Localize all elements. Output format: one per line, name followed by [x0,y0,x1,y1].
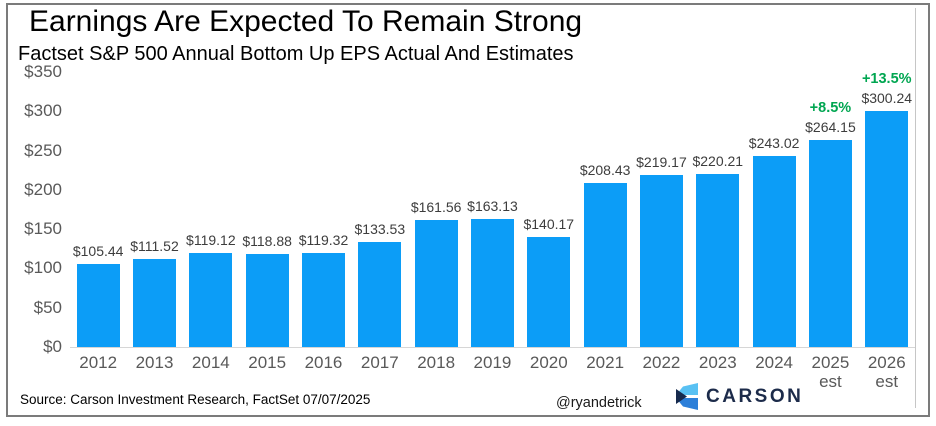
bar-value-label: $300.24 [861,90,913,107]
plot-area: $105.44 $111.52 $119.12 $118.88 $119.32 $133.… [70,71,915,348]
bar-value-label: $163.13 [467,197,518,214]
x-axis-label: 2018 [417,353,456,372]
x-axis-label: 2015 [248,353,287,372]
bar-value-label: $105.44 [72,243,124,260]
x-axis-label: 2022 [642,353,681,372]
bar-group: $161.56 [408,199,464,347]
y-axis-label: $350 [24,62,62,81]
bar-value-label: $243.02 [748,135,800,152]
y-axis-label: $0 [43,337,62,356]
bar-group: $111.52 [126,238,182,347]
growth-annotation: +8.5% [809,99,852,116]
bar-value-label: $119.12 [186,232,236,249]
y-axis-label: $250 [24,140,62,160]
bar-value-label: $111.52 [130,238,179,255]
bar-group: $243.02 [746,135,802,347]
eps-bar [752,156,796,347]
x-axis-label: 2012 [79,353,118,372]
x-axis-label: 2021 [586,353,625,372]
x-axis-label: 2023 [698,353,737,372]
bar-value-label: $118.88 [242,232,292,249]
growth-annotation: +13.5% [861,71,912,88]
bar-group: $105.44 [70,243,126,347]
bar-group: $220.21 [690,153,746,347]
eps-bar [132,259,176,347]
chart-title: Earnings Are Expected To Remain Strong [29,5,583,38]
eps-bar [245,253,289,347]
bar-group: $140.17 [521,216,577,347]
eps-bar [470,218,514,347]
bar-value-label: $264.15 [805,118,856,135]
carson-logo-icon [676,383,698,410]
bar-value-label: $220.21 [692,153,744,169]
x-axis-label: 2025 est [811,353,850,391]
eps-bar [583,183,627,347]
eps-bar [189,253,233,347]
bar-value-label: $133.53 [354,221,406,238]
bar-group: $119.12 [183,232,239,347]
eps-bar [76,264,120,347]
carson-wordmark: CARSON [706,385,804,407]
x-axis-label: 2019 [473,353,512,372]
bar-group: +8.5% $264.15 [802,99,858,347]
y-axis: $350 $300 $250 $200 $150 $100 $50 $0 [0,0,62,426]
eps-bar [639,174,683,347]
y-axis-label: $150 [24,219,62,239]
eps-bar [414,220,458,347]
chart-subtitle: Factset S&P 500 Annual Bottom Up EPS Act… [18,43,574,65]
eps-bar [808,139,852,347]
carson-brand: CARSON [674,383,803,410]
bar-group: $219.17 [633,154,689,347]
eps-bar [301,253,345,347]
bar-group: +13.5% $300.24 [859,71,915,347]
bar-value-label: $140.17 [523,215,575,232]
x-axis-label: 2017 [360,353,399,372]
y-axis-label: $200 [24,179,62,199]
y-axis-label: $50 [33,297,62,317]
x-axis-label: 2024 [755,353,794,372]
x-axis-label: 2020 [529,353,568,372]
eps-bar [696,174,740,347]
bar-value-label: $219.17 [636,153,687,170]
x-axis-label: 2013 [135,353,174,372]
eps-bar [865,111,909,347]
x-axis-label: 2014 [191,353,230,372]
bar-value-label: $119.32 [298,232,349,249]
plot-right-border [915,8,916,408]
eps-bar [527,236,571,347]
bar-value-label: $161.56 [410,199,462,216]
bar-group: $133.53 [352,221,408,347]
twitter-handle: @ryandetrick [556,395,642,411]
y-axis-label: $300 [24,101,62,121]
bar-group: $118.88 [239,233,295,347]
y-axis-label: $100 [24,258,62,278]
eps-bar [358,242,402,347]
x-axis: 2012 2013 2014 2015 2016 2017 2018 2019 2020 2021… [70,353,915,391]
bar-group: $119.32 [295,232,351,347]
x-axis-label: 2016 [304,353,343,372]
source-note: Source: Carson Investment Research, Fact… [20,392,371,407]
bar-value-label: $208.43 [579,162,631,179]
bar-group: $208.43 [577,162,633,347]
x-axis-label: 2026 est [867,353,906,391]
bar-group: $163.13 [464,198,520,347]
